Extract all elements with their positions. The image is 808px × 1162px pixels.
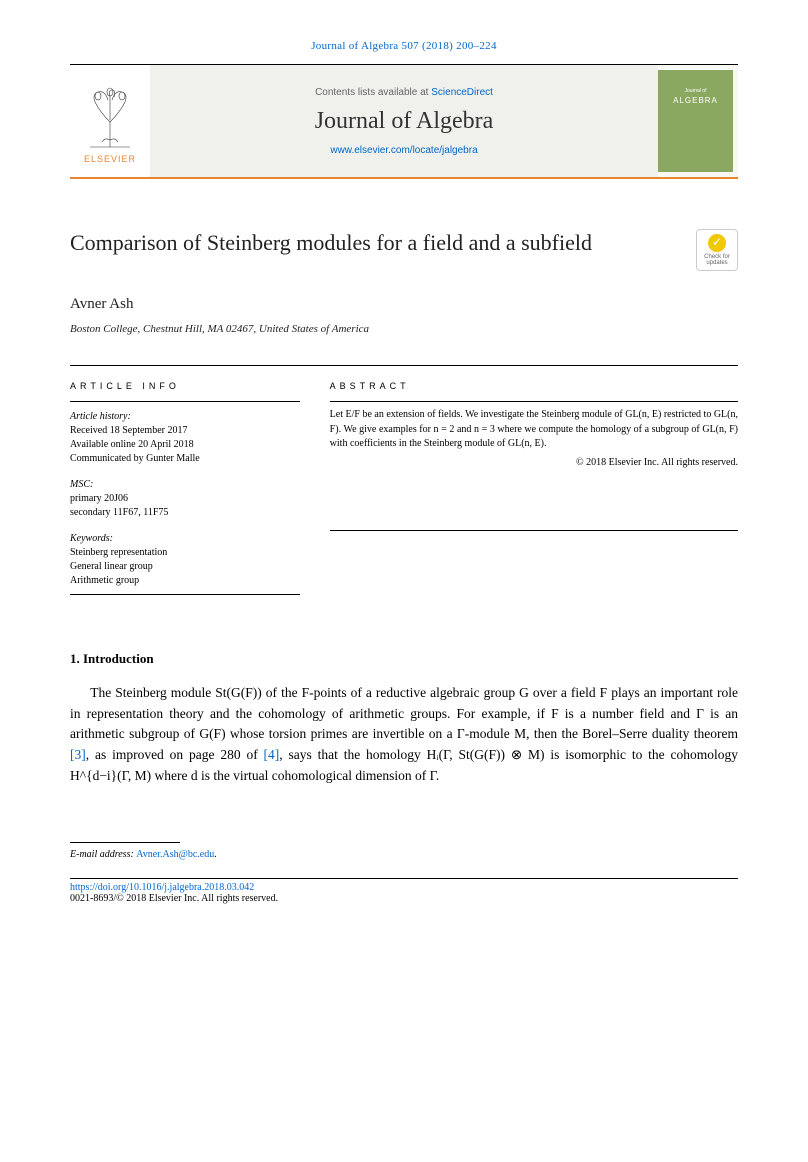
article-info-column: ARTICLE INFO Article history: Received 1… (70, 380, 300, 601)
introduction-paragraph: The Steinberg module St(G(F)) of the F-p… (70, 683, 738, 788)
contents-prefix: Contents lists available at (315, 87, 431, 98)
received-date: Received 18 September 2017 (70, 424, 300, 438)
title-row: Comparison of Steinberg modules for a fi… (70, 229, 738, 271)
keyword-1: Steinberg representation (70, 546, 300, 560)
keyword-2: General linear group (70, 560, 300, 574)
journal-url-link[interactable]: www.elsevier.com/locate/jalgebra (160, 145, 648, 156)
intro-text-mid: , as improved on page 280 of (86, 747, 264, 762)
elsevier-label: ELSEVIER (84, 154, 136, 164)
contents-line: Contents lists available at ScienceDirec… (160, 87, 648, 98)
email-label: E-mail address: (70, 849, 136, 860)
keywords-heading: Keywords: (70, 532, 300, 546)
elsevier-logo[interactable]: ELSEVIER (70, 65, 150, 177)
article-page: Journal of Algebra 507 (2018) 200–224 (0, 0, 808, 934)
author-name: Avner Ash (70, 296, 738, 313)
article-info-heading: ARTICLE INFO (70, 380, 300, 393)
journal-cover-thumbnail[interactable]: Journal of ALGEBRA (658, 70, 733, 172)
cover-title: ALGEBRA (673, 96, 718, 105)
communicated-by: Communicated by Gunter Malle (70, 452, 300, 466)
email-line: E-mail address: Avner.Ash@bc.edu. (70, 849, 738, 860)
affiliation: Boston College, Chestnut Hill, MA 02467,… (70, 323, 738, 335)
online-date: Available online 20 April 2018 (70, 438, 300, 452)
msc-heading: MSC: (70, 478, 300, 492)
abstract-copyright: © 2018 Elsevier Inc. All rights reserved… (330, 456, 738, 471)
masthead-center: Contents lists available at ScienceDirec… (150, 65, 658, 177)
updates-line2: updates (706, 260, 727, 266)
history-heading: Article history: (70, 410, 300, 424)
msc-secondary: secondary 11F67, 11F75 (70, 506, 300, 520)
cover-journal-of: Journal of (685, 88, 707, 94)
doi-link[interactable]: https://doi.org/10.1016/j.jalgebra.2018.… (70, 882, 254, 893)
issn-copyright: 0021-8693/© 2018 Elsevier Inc. All right… (70, 893, 738, 904)
abstract-column: ABSTRACT Let E/F be an extension of fiel… (330, 380, 738, 601)
ref-3-link[interactable]: [3] (70, 747, 86, 762)
ref-4-link[interactable]: [4] (264, 747, 280, 762)
masthead: ELSEVIER Contents lists available at Sci… (70, 64, 738, 179)
introduction-heading: 1. Introduction (70, 651, 738, 667)
info-abstract-row: ARTICLE INFO Article history: Received 1… (70, 365, 738, 601)
article-title: Comparison of Steinberg modules for a fi… (70, 229, 681, 258)
journal-name: Journal of Algebra (160, 108, 648, 135)
check-updates-badge[interactable]: Check for updates (696, 229, 738, 271)
email-link[interactable]: Avner.Ash@bc.edu (136, 849, 214, 860)
header-citation: Journal of Algebra 507 (2018) 200–224 (70, 40, 738, 52)
intro-text-pre: The Steinberg module St(G(F)) of the F-p… (70, 685, 738, 742)
abstract-text: Let E/F be an extension of fields. We in… (330, 401, 738, 452)
doi-block: https://doi.org/10.1016/j.jalgebra.2018.… (70, 878, 738, 904)
abstract-heading: ABSTRACT (330, 380, 738, 393)
check-updates-icon (708, 234, 726, 252)
footer-block: E-mail address: Avner.Ash@bc.edu. https:… (70, 842, 738, 904)
keyword-3: Arithmetic group (70, 574, 300, 588)
msc-primary: primary 20J06 (70, 492, 300, 506)
sciencedirect-link[interactable]: ScienceDirect (431, 87, 493, 98)
elsevier-tree-icon (80, 82, 140, 152)
